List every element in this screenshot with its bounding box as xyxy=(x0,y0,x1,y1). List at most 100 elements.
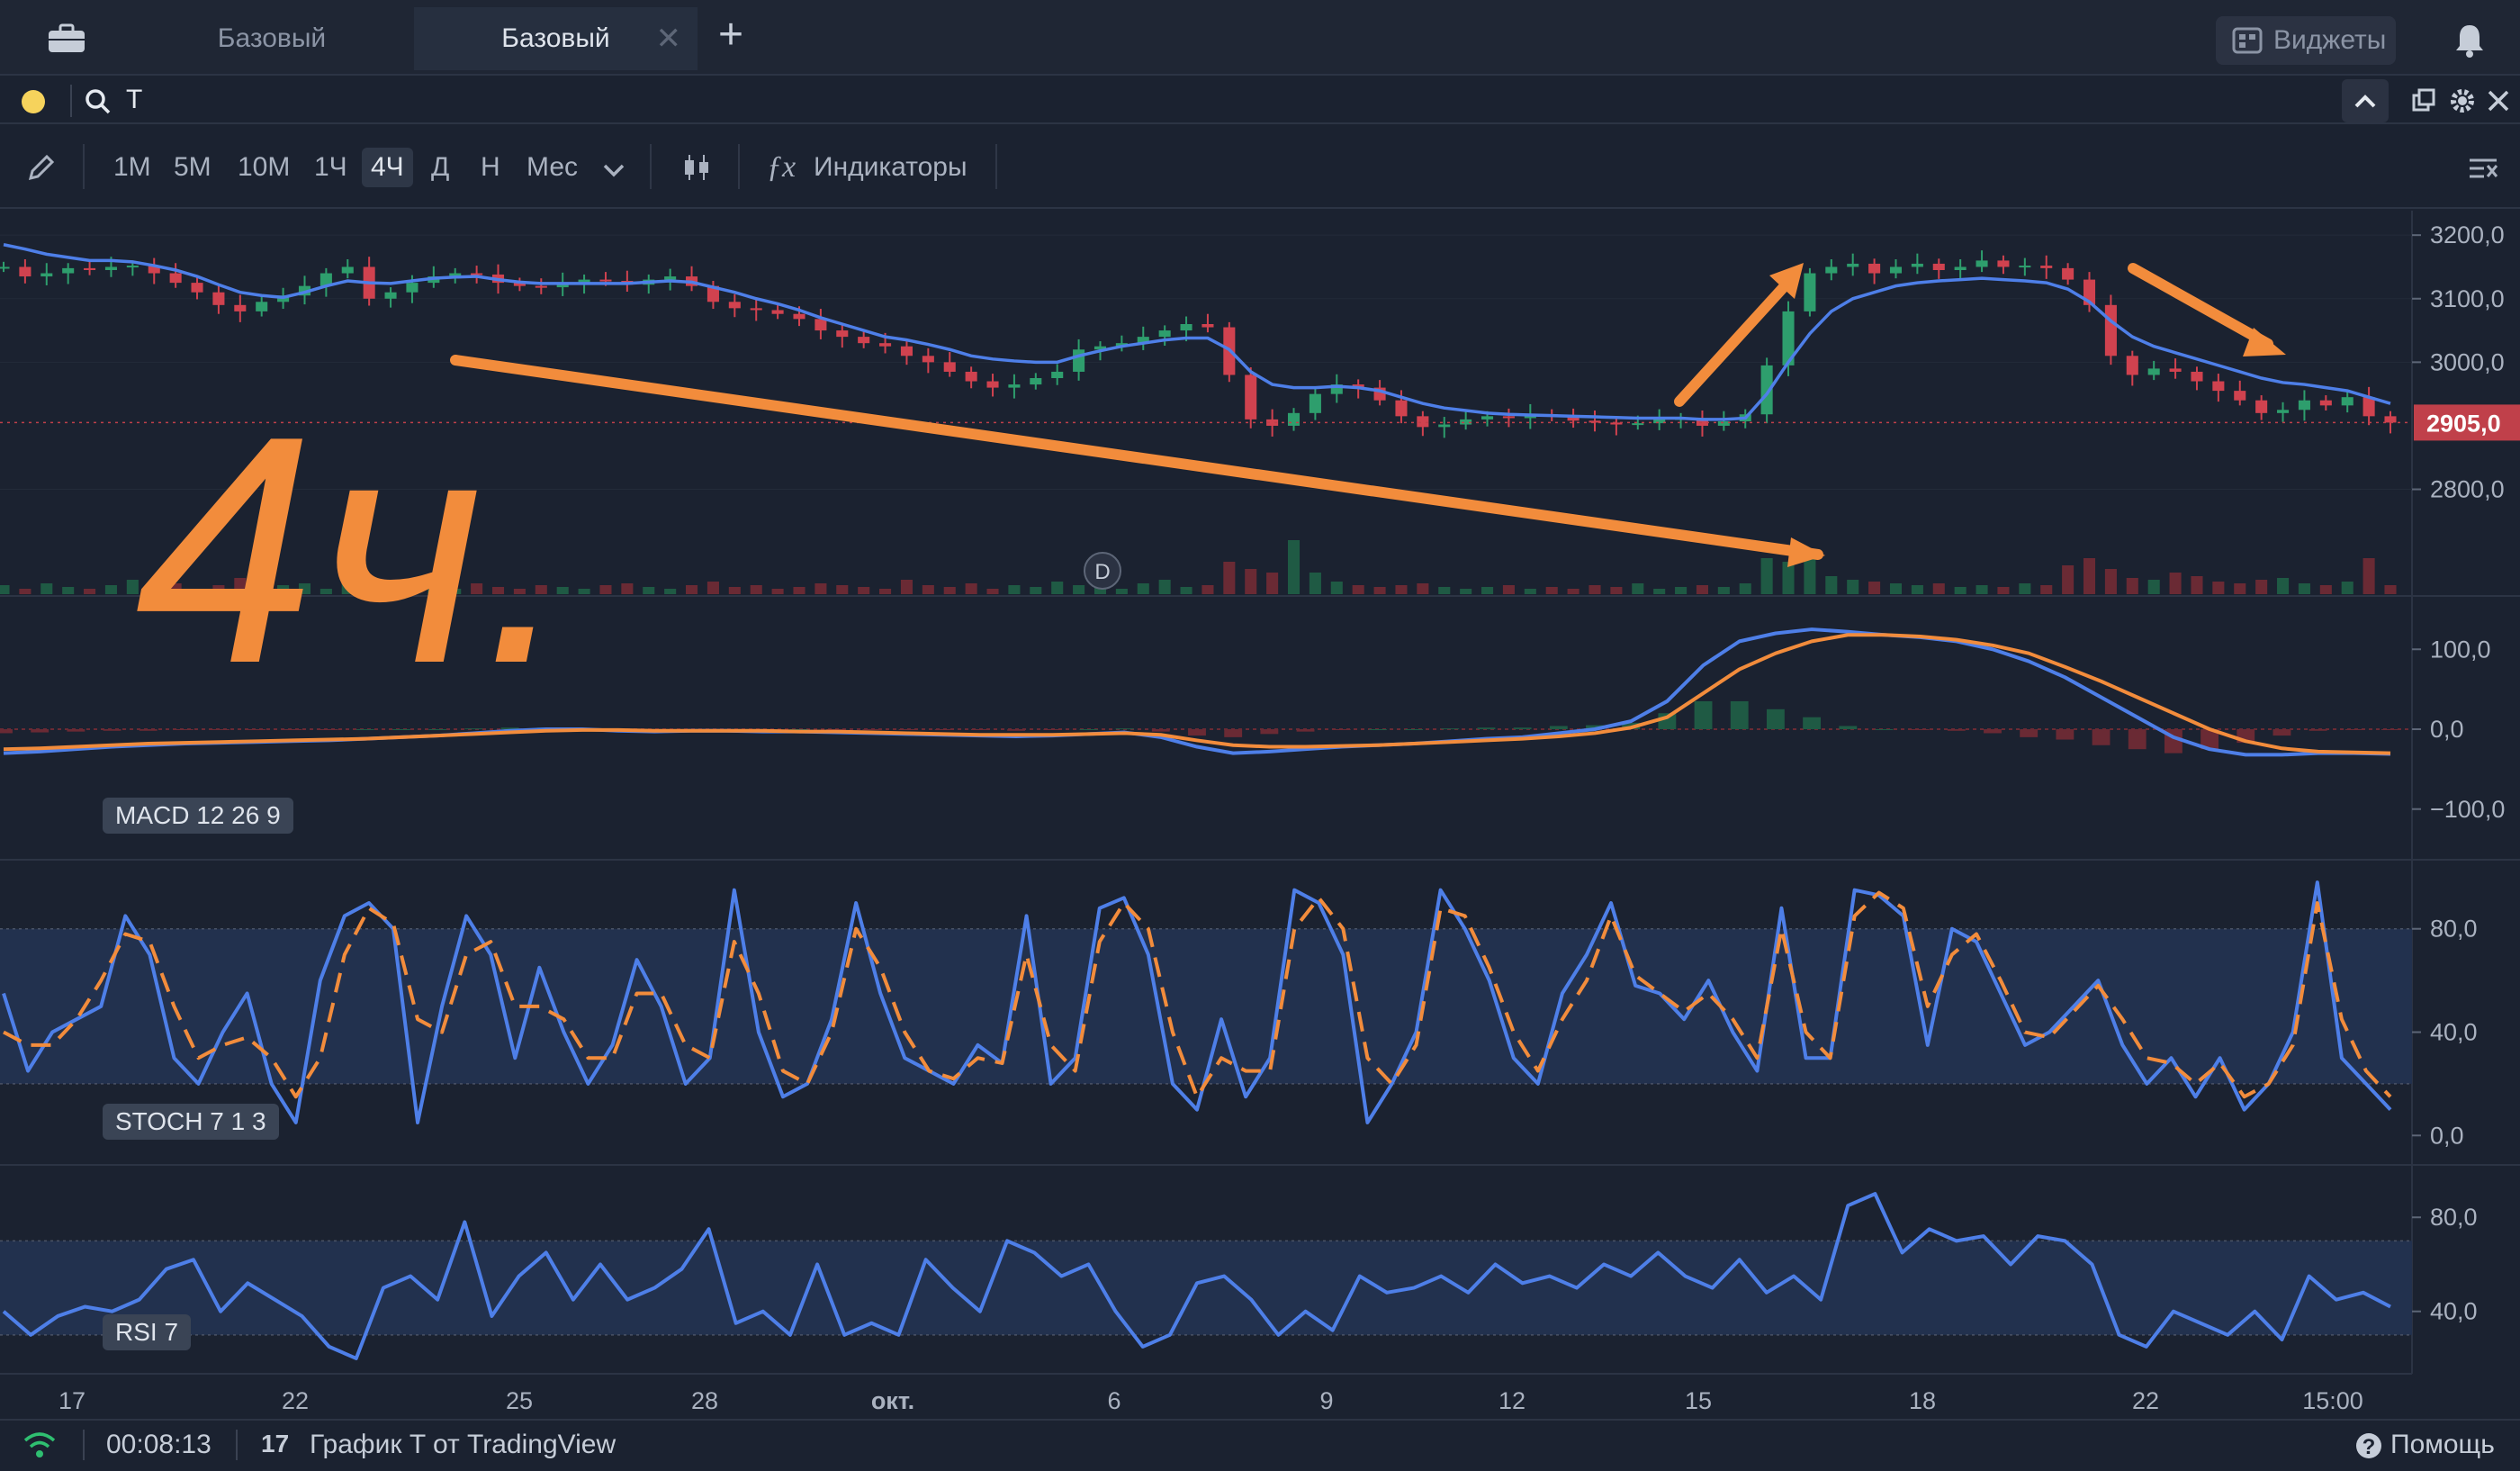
volume-bar xyxy=(62,587,75,594)
timeframe-week[interactable]: Н xyxy=(481,152,500,182)
volume-bar xyxy=(1373,587,1386,594)
volume-bar xyxy=(234,578,247,594)
volume-bar xyxy=(1266,573,1279,594)
candle-body xyxy=(793,313,806,320)
chevron-down-icon[interactable] xyxy=(601,158,626,180)
candlestick-icon[interactable] xyxy=(680,151,713,184)
volume-bar xyxy=(2104,569,2117,594)
stoch-label[interactable]: STOCH 7 1 3 xyxy=(103,1104,279,1140)
briefcase-icon[interactable] xyxy=(47,23,86,54)
volume-bar xyxy=(2298,583,2310,594)
candle-body xyxy=(2384,416,2397,423)
volume-bar xyxy=(2319,585,2332,594)
volume-bar xyxy=(169,583,182,594)
window-controls xyxy=(2412,88,2509,113)
histogram-bar xyxy=(1947,729,1966,731)
help-icon[interactable]: ? xyxy=(2354,1431,2383,1460)
chart-source[interactable]: График T от TradingView xyxy=(310,1430,616,1459)
histogram-bar xyxy=(898,729,917,730)
current-price-tag xyxy=(2414,404,2520,441)
time-axis: 17 22 25 28 окт. 6 9 12 15 18 22 15:00 xyxy=(58,1387,2363,1414)
hide-panel-icon[interactable] xyxy=(2468,155,2498,182)
histogram-bar xyxy=(2056,729,2074,740)
drawing-annotations[interactable]: 4ч. xyxy=(135,263,2286,731)
timeframe-4h[interactable]: 4Ч xyxy=(362,148,413,187)
function-icon[interactable]: ƒx xyxy=(767,150,796,184)
add-tab-button[interactable]: + xyxy=(717,11,744,59)
candle-body xyxy=(922,356,934,363)
volume-bar xyxy=(1352,585,1364,594)
candle-body xyxy=(62,267,75,274)
candle-body xyxy=(471,273,483,275)
divider xyxy=(83,1430,85,1460)
volume-bar xyxy=(363,585,375,594)
volume-bar xyxy=(0,585,10,594)
status-dot xyxy=(22,90,45,113)
candle-body xyxy=(1094,346,1107,350)
volume-bar xyxy=(1051,582,1064,594)
candle-body xyxy=(1245,375,1257,420)
candle-body xyxy=(1158,330,1171,338)
volume-bar xyxy=(986,589,999,594)
candle-body xyxy=(1632,423,1644,426)
widgets-button[interactable]: Виджеты xyxy=(2216,16,2396,65)
timeframe-1m[interactable]: 1М xyxy=(113,152,151,182)
timeframe-5m[interactable]: 5М xyxy=(174,152,212,182)
bell-icon[interactable] xyxy=(2453,22,2486,58)
divider xyxy=(650,144,652,189)
arrow-head xyxy=(2243,328,2286,356)
candle-body xyxy=(0,266,10,269)
candle-body xyxy=(1051,371,1064,378)
timeframe-month[interactable]: Мес xyxy=(526,152,579,182)
timeframe-day[interactable]: Д xyxy=(431,152,450,182)
volume-bar xyxy=(126,580,139,594)
dividend-marker[interactable]: D xyxy=(1084,552,1121,590)
detach-icon[interactable] xyxy=(2412,88,2435,112)
timeframe-10m[interactable]: 10М xyxy=(238,152,291,182)
histogram-bar xyxy=(934,729,953,730)
help-link[interactable]: Помощь xyxy=(2390,1430,2495,1459)
candle-body xyxy=(148,266,160,274)
indicators-button[interactable]: Индикаторы xyxy=(814,152,968,182)
volume-bar xyxy=(1094,587,1107,594)
volume-bar xyxy=(104,585,117,594)
search-icon[interactable] xyxy=(85,88,112,115)
histogram-bar xyxy=(320,729,338,730)
tab-basic-2[interactable]: Базовый ✕ xyxy=(414,7,698,70)
x-tick-label: 6 xyxy=(1107,1387,1120,1414)
histogram-bar xyxy=(1766,708,1785,729)
rsi-label[interactable]: RSI 7 xyxy=(103,1314,192,1350)
candle-body xyxy=(341,266,354,274)
candle-body xyxy=(1008,384,1021,388)
pencil-icon[interactable] xyxy=(25,151,58,184)
volume-bar xyxy=(2277,578,2290,594)
volume-bar xyxy=(556,587,569,594)
volume-bar xyxy=(965,583,977,594)
volume-bar xyxy=(922,585,934,594)
candle-body xyxy=(1696,418,1708,426)
volume-bar xyxy=(1309,573,1321,594)
y-tick-label: 3100,0 xyxy=(2430,285,2505,312)
candle-body xyxy=(1352,384,1364,388)
volume-bar xyxy=(1158,580,1171,594)
gear-icon[interactable] xyxy=(2451,89,2474,113)
volume-bar xyxy=(384,587,397,594)
tab-basic-1[interactable]: Базовый xyxy=(133,7,410,70)
macd-label[interactable]: MACD 12 26 9 xyxy=(103,798,293,834)
chart-area[interactable]: 3200,0 3100,0 3000,0 2800,0 2905,0 100,0 0,0 −… xyxy=(0,0,2520,1419)
volume-bar xyxy=(1202,585,1214,594)
timeframe-1h[interactable]: 1Ч xyxy=(314,152,347,182)
volume-bar xyxy=(1481,587,1494,594)
x-tick-label: 22 xyxy=(282,1387,309,1414)
candle-body xyxy=(750,308,762,311)
down-arrow xyxy=(2128,263,2273,349)
volume-bar xyxy=(1438,587,1451,594)
ticker-input[interactable]: T xyxy=(126,85,143,114)
histogram-bar xyxy=(862,729,881,730)
histogram-bar xyxy=(212,729,230,730)
histogram-bar xyxy=(31,729,50,733)
close-icon[interactable]: ✕ xyxy=(655,22,682,56)
close-icon[interactable] xyxy=(2488,90,2509,112)
collapse-button[interactable] xyxy=(2342,79,2389,122)
histogram-bar xyxy=(1260,729,1279,735)
